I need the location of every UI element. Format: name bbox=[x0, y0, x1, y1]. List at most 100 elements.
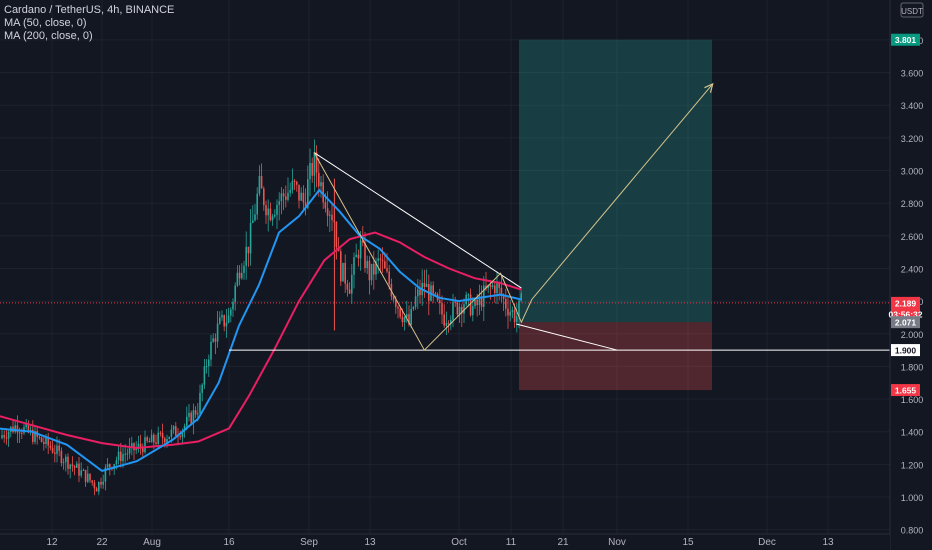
candle-body bbox=[313, 152, 316, 176]
candle-body bbox=[263, 188, 265, 206]
y-tick-label: 3.200 bbox=[901, 134, 924, 144]
candle-body bbox=[120, 451, 122, 462]
price-badge: 3.801 bbox=[891, 33, 920, 46]
candle-body bbox=[485, 285, 487, 289]
candle-body bbox=[511, 310, 514, 312]
candle-body bbox=[137, 443, 140, 448]
candle-body bbox=[93, 482, 96, 489]
candle-body bbox=[43, 441, 45, 444]
candle-body bbox=[381, 260, 384, 262]
candle-body bbox=[346, 283, 349, 290]
candle-body bbox=[324, 202, 327, 209]
candle-body bbox=[212, 338, 214, 342]
candle-body bbox=[403, 317, 406, 323]
candle-body bbox=[38, 436, 41, 438]
price-badge: 1.900 bbox=[891, 344, 920, 357]
candle-body bbox=[296, 181, 298, 185]
candle-body bbox=[98, 482, 100, 492]
candle-body bbox=[452, 301, 454, 320]
candle-body bbox=[157, 432, 159, 444]
candle-body bbox=[326, 208, 329, 216]
candle-body bbox=[227, 315, 230, 323]
currency-label: USDT bbox=[900, 2, 924, 18]
candle-body bbox=[197, 413, 199, 415]
candle-body bbox=[208, 359, 210, 367]
y-tick-label: 1.800 bbox=[901, 362, 924, 372]
chart-title: Cardano / TetherUS, 4h, BINANCE bbox=[4, 4, 175, 16]
candle-body bbox=[395, 299, 397, 307]
candle-body bbox=[238, 272, 241, 279]
ma50-legend: MA (50, close, 0) bbox=[4, 17, 87, 29]
candle-body bbox=[489, 284, 492, 287]
candle-body bbox=[386, 268, 388, 272]
candle-body bbox=[425, 283, 428, 288]
candle-body bbox=[87, 473, 89, 482]
candle-body bbox=[300, 192, 302, 201]
lower-trendline bbox=[516, 323, 618, 351]
candle-body bbox=[274, 214, 276, 217]
price-badge-text: 1.655 bbox=[895, 386, 917, 396]
candle-body bbox=[230, 309, 232, 316]
candle-body bbox=[58, 445, 60, 451]
candle-body bbox=[256, 193, 258, 215]
candle-body bbox=[399, 308, 401, 317]
candle-body bbox=[388, 271, 390, 285]
price-badge-bg bbox=[891, 316, 920, 329]
candle-body bbox=[3, 435, 5, 438]
candle-body bbox=[7, 432, 10, 439]
candle-body bbox=[505, 298, 507, 309]
candle-body bbox=[384, 261, 386, 269]
projection-arrowhead bbox=[704, 82, 714, 93]
candle-body bbox=[186, 416, 188, 427]
candle-body bbox=[417, 289, 419, 297]
candle-body bbox=[60, 450, 63, 464]
candle-body bbox=[14, 425, 16, 432]
candle-body bbox=[480, 296, 483, 307]
descending-trendline bbox=[313, 152, 522, 289]
candle-body bbox=[84, 469, 87, 482]
candle-body bbox=[95, 488, 98, 492]
candle-body bbox=[498, 283, 500, 288]
y-tick-label: 1.000 bbox=[901, 493, 924, 503]
candle-body bbox=[491, 285, 494, 287]
candle-body bbox=[502, 295, 505, 299]
candle-body bbox=[221, 315, 223, 318]
candle-body bbox=[223, 315, 225, 327]
candle-body bbox=[335, 221, 338, 248]
x-tick-label: Dec bbox=[758, 537, 776, 548]
candle-body bbox=[265, 205, 267, 216]
candle-body bbox=[342, 262, 344, 282]
price-badge-text: 2.071 bbox=[895, 318, 917, 328]
candle-body bbox=[104, 467, 107, 482]
candle-body bbox=[128, 447, 131, 454]
candle-body bbox=[450, 319, 452, 325]
candle-body bbox=[181, 431, 184, 437]
y-tick-label: 0.800 bbox=[901, 526, 924, 536]
candle-body bbox=[340, 251, 342, 282]
price-badge-bg bbox=[891, 33, 920, 46]
price-badge-text: 03:56:32 bbox=[888, 309, 922, 319]
candle-body bbox=[245, 246, 247, 266]
candle-body bbox=[78, 463, 80, 476]
candle-body bbox=[5, 437, 8, 439]
candle-body bbox=[320, 182, 322, 187]
candle-body bbox=[322, 182, 324, 203]
candle-body bbox=[67, 456, 69, 469]
y-tick-label: 1.200 bbox=[901, 460, 924, 470]
candle-body bbox=[188, 412, 190, 417]
candle-body bbox=[423, 282, 426, 288]
candle-body bbox=[412, 306, 415, 310]
candle-body bbox=[469, 294, 472, 316]
candle-body bbox=[353, 257, 355, 275]
ma200-line bbox=[0, 231, 522, 450]
candle-body bbox=[172, 426, 175, 430]
candle-body bbox=[69, 464, 71, 469]
candle-body bbox=[379, 258, 382, 261]
candle-body bbox=[247, 246, 250, 254]
candle-body bbox=[62, 462, 65, 464]
candle-body bbox=[115, 460, 118, 465]
candle-body bbox=[21, 432, 23, 434]
candle-body bbox=[40, 437, 43, 442]
